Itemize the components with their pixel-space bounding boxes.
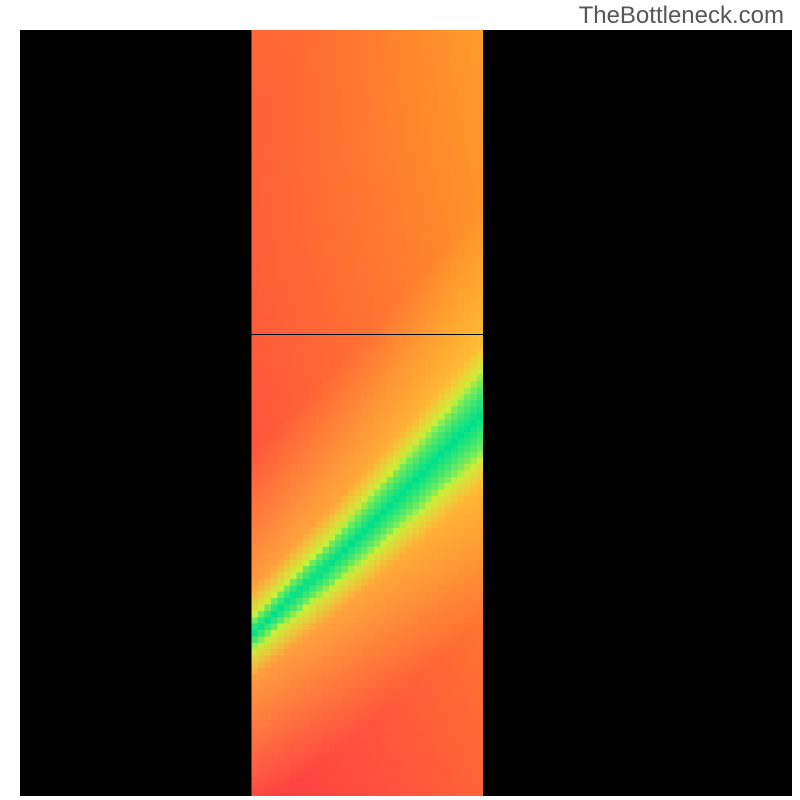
bottleneck-heatmap: [20, 30, 792, 796]
crosshair-vertical-line: [506, 30, 507, 796]
crosshair-marker-dot: [500, 328, 512, 340]
crosshair-horizontal-line: [20, 334, 792, 335]
chart-container: TheBottleneck.com: [0, 0, 800, 800]
watermark-label: TheBottleneck.com: [579, 2, 784, 30]
